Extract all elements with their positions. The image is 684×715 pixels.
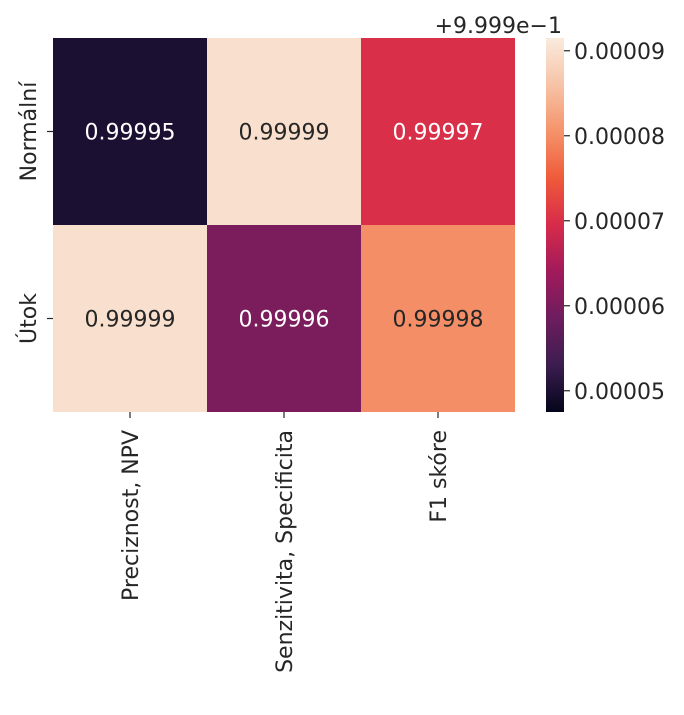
- heatmap-cell: [207, 38, 361, 225]
- heatmap-cell: [53, 225, 207, 412]
- heatmap-cell-labels: 0.99995 0.99999 0.99997 0.99999 0.99996 0.999…: [85, 121, 484, 333]
- cell-value-label: 0.99999: [239, 121, 330, 146]
- x-axis-tick-labels: Preciznost, NPV Senzitivita, Specificita F…: [119, 412, 452, 673]
- colorbar-tick-label: 0.00006: [574, 295, 665, 320]
- colorbar-ticks: 0.00009 0.00008 0.00007 0.00006 0.00005: [564, 40, 665, 405]
- heatmap-cell: [361, 38, 515, 225]
- cell-value-label: 0.99999: [85, 308, 176, 333]
- x-tick-label: Senzitivita, Specificita: [273, 430, 298, 673]
- y-tick-label: Útok: [16, 293, 42, 344]
- heatmap-cell: [207, 225, 361, 412]
- y-tick-label: Normální: [17, 81, 42, 182]
- colorbar: [546, 38, 564, 412]
- colorbar-tick-label: 0.00005: [574, 380, 665, 405]
- cell-value-label: 0.99997: [393, 121, 484, 146]
- heatmap-cell: [361, 225, 515, 412]
- x-tick-label: Preciznost, NPV: [119, 430, 144, 601]
- cell-value-label: 0.99996: [239, 308, 330, 333]
- x-tick-label: F1 skóre: [427, 430, 452, 523]
- colorbar-tick-label: 0.00009: [574, 40, 665, 65]
- heatmap-cell: [53, 38, 207, 225]
- y-axis-tick-labels: Normální Útok: [16, 81, 53, 344]
- colorbar-tick-label: 0.00007: [574, 210, 665, 235]
- colorbar-offset-label: +9.999e−1: [435, 14, 562, 39]
- cell-value-label: 0.99998: [393, 308, 484, 333]
- colorbar-tick-label: 0.00008: [574, 125, 665, 150]
- cell-value-label: 0.99995: [85, 121, 176, 146]
- heatmap-cells: [53, 38, 515, 412]
